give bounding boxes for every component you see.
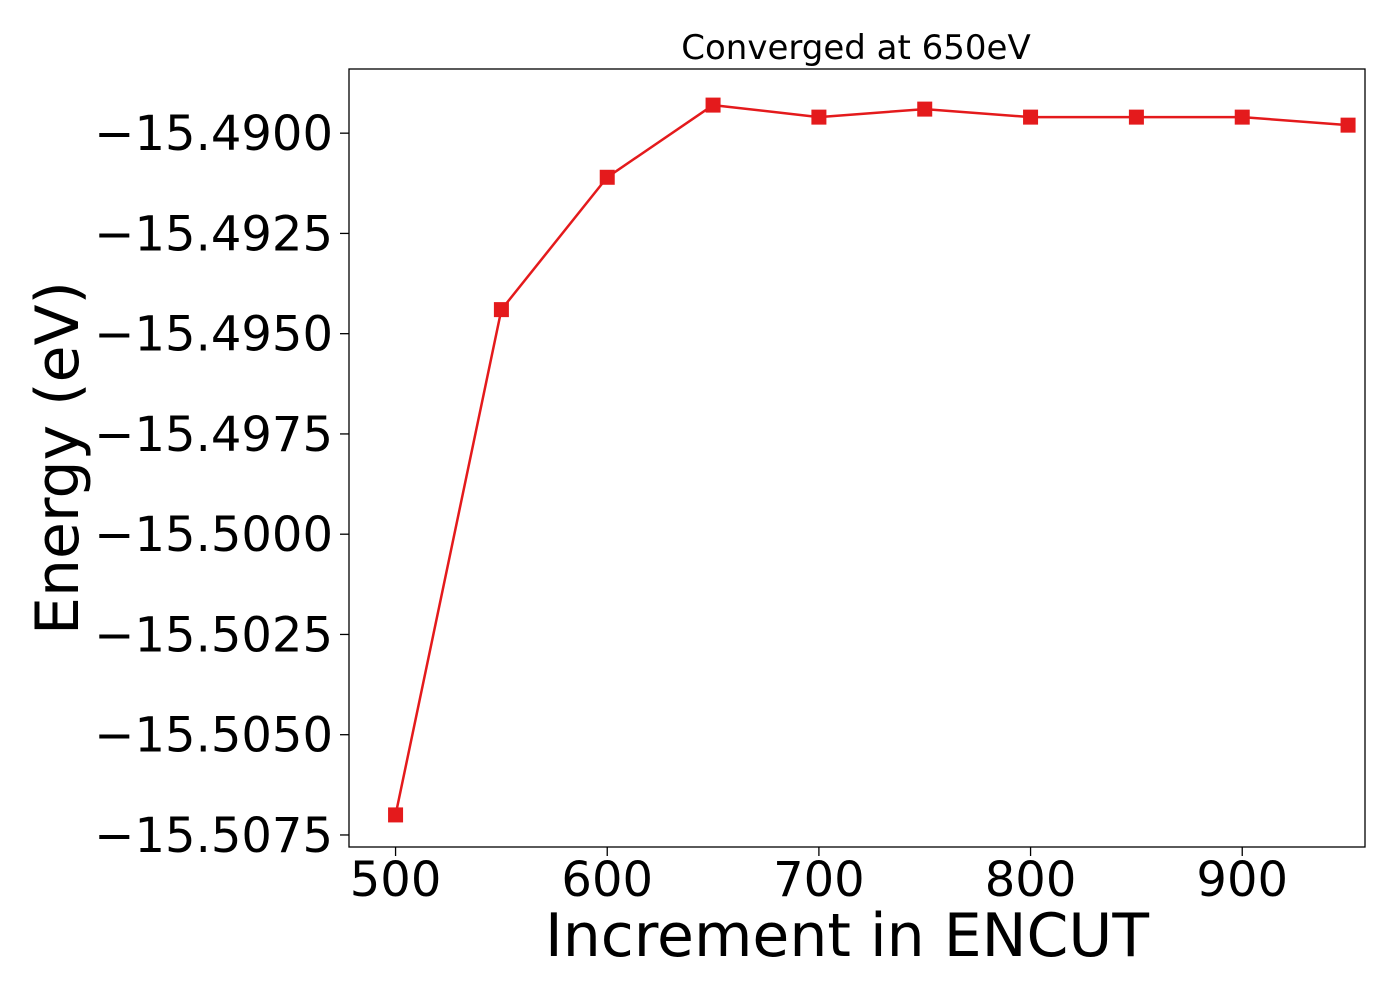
x-tick-label: 800	[985, 852, 1077, 908]
y-axis-label: Energy (eV)	[23, 281, 93, 635]
y-tick-label: −15.4950	[94, 307, 333, 363]
plot-frame	[348, 68, 1366, 848]
y-tick-label: −15.5000	[94, 507, 333, 563]
series-layer	[388, 97, 1356, 823]
data-point-marker	[917, 101, 933, 117]
y-tick-label: −15.5075	[94, 808, 333, 864]
chart-title: Converged at 650eV	[681, 28, 1030, 68]
x-tick-label: 600	[561, 852, 653, 908]
y-tick-label: −15.4900	[94, 106, 333, 162]
x-tick-label: 900	[1196, 852, 1288, 908]
data-point-marker	[388, 807, 404, 823]
data-point-marker	[1023, 109, 1039, 125]
data-point-marker	[1128, 109, 1144, 125]
data-point-marker	[493, 302, 509, 318]
y-tick-label: −15.4925	[94, 206, 333, 262]
x-axis-ticks: 500 600 700 800 900	[350, 847, 1288, 908]
y-axis-ticks: −15.4900 −15.4925 −15.4950 −15.4975 −15.5000…	[94, 106, 349, 864]
series-line	[394, 103, 1349, 816]
y-tick-label: −15.5025	[94, 607, 333, 663]
data-point-marker	[1340, 117, 1356, 133]
x-tick-label: 700	[773, 852, 865, 908]
x-tick-label: 500	[350, 852, 442, 908]
data-point-marker	[599, 169, 615, 185]
y-tick-label: −15.5050	[94, 708, 333, 764]
data-point-marker	[705, 97, 721, 113]
data-point-marker	[1234, 109, 1250, 125]
x-axis-label: Increment in ENCUT	[545, 901, 1149, 971]
data-point-marker	[811, 109, 827, 125]
y-tick-label: −15.4975	[94, 407, 333, 463]
